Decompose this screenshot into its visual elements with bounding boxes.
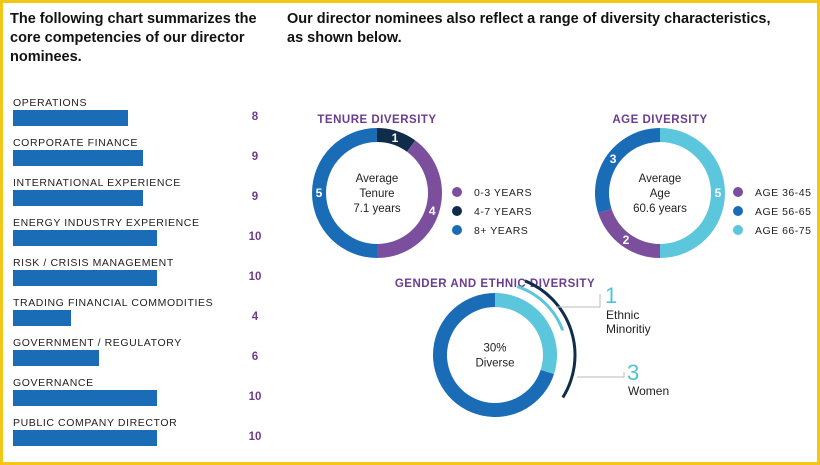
competency-bar xyxy=(13,390,157,406)
competency-bar xyxy=(13,230,157,246)
donut-center-text: 60.6 years xyxy=(633,203,687,215)
donut-segment xyxy=(595,128,660,214)
competency-value: 9 xyxy=(251,151,259,163)
competency-label: GOVERNANCE xyxy=(13,377,94,389)
donut-center-text: Diverse xyxy=(476,358,515,370)
competency-label: GOVERNMENT / REGULATORY xyxy=(13,337,182,349)
segment-value-label: 2 xyxy=(623,233,630,247)
competency-bar xyxy=(13,190,143,206)
ethnic-minority-label: Ethnic xyxy=(606,308,639,322)
competency-row: ENERGY INDUSTRY EXPERIENCE 10 xyxy=(13,217,263,257)
competency-value: 6 xyxy=(251,351,259,363)
donut-center-text: 30% xyxy=(483,343,506,355)
competencies-heading: The following chart summarizes the core … xyxy=(10,11,257,65)
legend-label: AGE 56-65 xyxy=(755,206,811,218)
legend-swatch xyxy=(733,225,743,235)
donut-segment xyxy=(312,128,377,258)
competency-row: RISK / CRISIS MANAGEMENT 10 xyxy=(13,257,263,297)
segment-value-label: 3 xyxy=(610,152,617,166)
competency-bar xyxy=(13,270,157,286)
donut-segment xyxy=(377,128,416,152)
competency-label: OPERATIONS xyxy=(13,97,88,109)
competency-label: INTERNATIONAL EXPERIENCE xyxy=(13,177,181,189)
donut-segment xyxy=(377,140,443,258)
competency-label: CORPORATE FINANCE xyxy=(13,137,138,149)
women-label: Women xyxy=(628,384,669,398)
donut-segment xyxy=(495,293,557,375)
competency-value: 9 xyxy=(251,191,259,203)
donut-center-text: 7.1 years xyxy=(353,203,401,215)
competency-row: INTERNATIONAL EXPERIENCE 9 xyxy=(13,177,263,217)
women-leader-line xyxy=(577,372,625,378)
competency-bar xyxy=(13,110,129,126)
donut-center-text: Tenure xyxy=(359,188,394,200)
legend-label: 4-7 YEARS xyxy=(474,206,532,218)
ethnic-minority-label: Minoritiy xyxy=(606,322,651,336)
legend-swatch xyxy=(452,187,462,197)
donut-center-text: Age xyxy=(650,188,670,200)
competency-label: TRADING FINANCIAL COMMODITIES xyxy=(13,297,214,309)
competency-label: ENERGY INDUSTRY EXPERIENCE xyxy=(13,217,200,229)
competency-label: RISK / CRISIS MANAGEMENT xyxy=(13,257,174,269)
legend-swatch xyxy=(733,206,743,216)
competency-row: GOVERNMENT / REGULATORY 6 xyxy=(13,337,263,377)
competency-value: 10 xyxy=(248,271,262,283)
ethnic-minority-indicator-arc xyxy=(516,285,565,331)
diversity-heading: Our director nominees also reflect a ran… xyxy=(287,11,771,46)
donut-center-text: Average xyxy=(356,173,399,185)
women-count: 3 xyxy=(627,360,639,385)
legend-label: 0-3 YEARS xyxy=(474,187,532,199)
ethnic-minority-count: 1 xyxy=(605,283,617,308)
women-indicator-arc xyxy=(524,279,577,399)
competency-value: 10 xyxy=(248,391,262,403)
segment-value-label: 5 xyxy=(715,186,722,200)
competency-value: 8 xyxy=(251,111,259,123)
competency-bar xyxy=(13,350,100,366)
donut-center-text: Average xyxy=(639,173,682,185)
competency-label: PUBLIC COMPANY DIRECTOR xyxy=(13,417,178,429)
segment-value-label: 5 xyxy=(316,186,323,200)
competency-row: PUBLIC COMPANY DIRECTOR 10 xyxy=(13,417,263,457)
competency-bar xyxy=(13,430,157,446)
legend-label: AGE 66-75 xyxy=(755,225,811,237)
legend-label: AGE 36-45 xyxy=(755,187,811,199)
ethnic-leader-line xyxy=(556,294,601,308)
segment-value-label: 4 xyxy=(429,204,436,218)
chart-title: AGE DIVERSITY xyxy=(612,114,707,126)
competency-row: CORPORATE FINANCE 9 xyxy=(13,137,263,177)
chart-title: TENURE DIVERSITY xyxy=(317,114,436,126)
chart-title: GENDER AND ETHNIC DIVERSITY xyxy=(395,278,595,290)
competency-row: OPERATIONS 8 xyxy=(13,97,263,137)
segment-value-label: 1 xyxy=(392,131,399,145)
competency-bar xyxy=(13,310,71,326)
competency-value: 10 xyxy=(248,231,262,243)
competency-value: 10 xyxy=(248,431,262,443)
legend-swatch xyxy=(452,206,462,216)
legend-swatch xyxy=(452,225,462,235)
donut-segment xyxy=(660,128,725,258)
legend-label: 8+ YEARS xyxy=(474,225,528,237)
legend-swatch xyxy=(733,187,743,197)
competency-row: TRADING FINANCIAL COMMODITIES 4 xyxy=(13,297,263,337)
competency-row: GOVERNANCE 10 xyxy=(13,377,263,417)
competency-value: 4 xyxy=(251,311,259,323)
competency-bar xyxy=(13,150,143,166)
donut-segment xyxy=(598,208,660,258)
